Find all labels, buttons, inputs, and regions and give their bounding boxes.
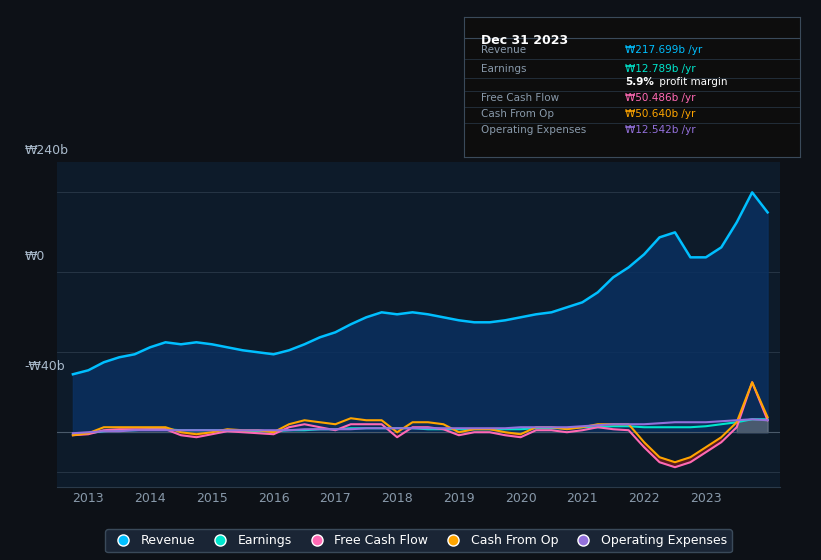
Text: ₩12.542b /yr: ₩12.542b /yr — [626, 125, 696, 136]
Text: 5.9%: 5.9% — [626, 77, 654, 87]
Text: Earnings: Earnings — [481, 64, 526, 74]
Text: ₩217.699b /yr: ₩217.699b /yr — [626, 45, 703, 55]
Text: Dec 31 2023: Dec 31 2023 — [481, 34, 568, 46]
Text: profit margin: profit margin — [656, 77, 727, 87]
Legend: Revenue, Earnings, Free Cash Flow, Cash From Op, Operating Expenses: Revenue, Earnings, Free Cash Flow, Cash … — [105, 529, 732, 552]
Text: Operating Expenses: Operating Expenses — [481, 125, 586, 136]
Text: ₩240b: ₩240b — [25, 144, 69, 157]
Text: -₩40b: -₩40b — [25, 360, 65, 372]
Text: ₩50.486b /yr: ₩50.486b /yr — [626, 93, 696, 103]
Text: ₩12.789b /yr: ₩12.789b /yr — [626, 64, 696, 74]
Text: ₩50.640b /yr: ₩50.640b /yr — [626, 109, 696, 119]
Text: ₩0: ₩0 — [25, 250, 45, 263]
Text: Cash From Op: Cash From Op — [481, 109, 553, 119]
Text: Revenue: Revenue — [481, 45, 525, 55]
Text: Free Cash Flow: Free Cash Flow — [481, 93, 559, 103]
